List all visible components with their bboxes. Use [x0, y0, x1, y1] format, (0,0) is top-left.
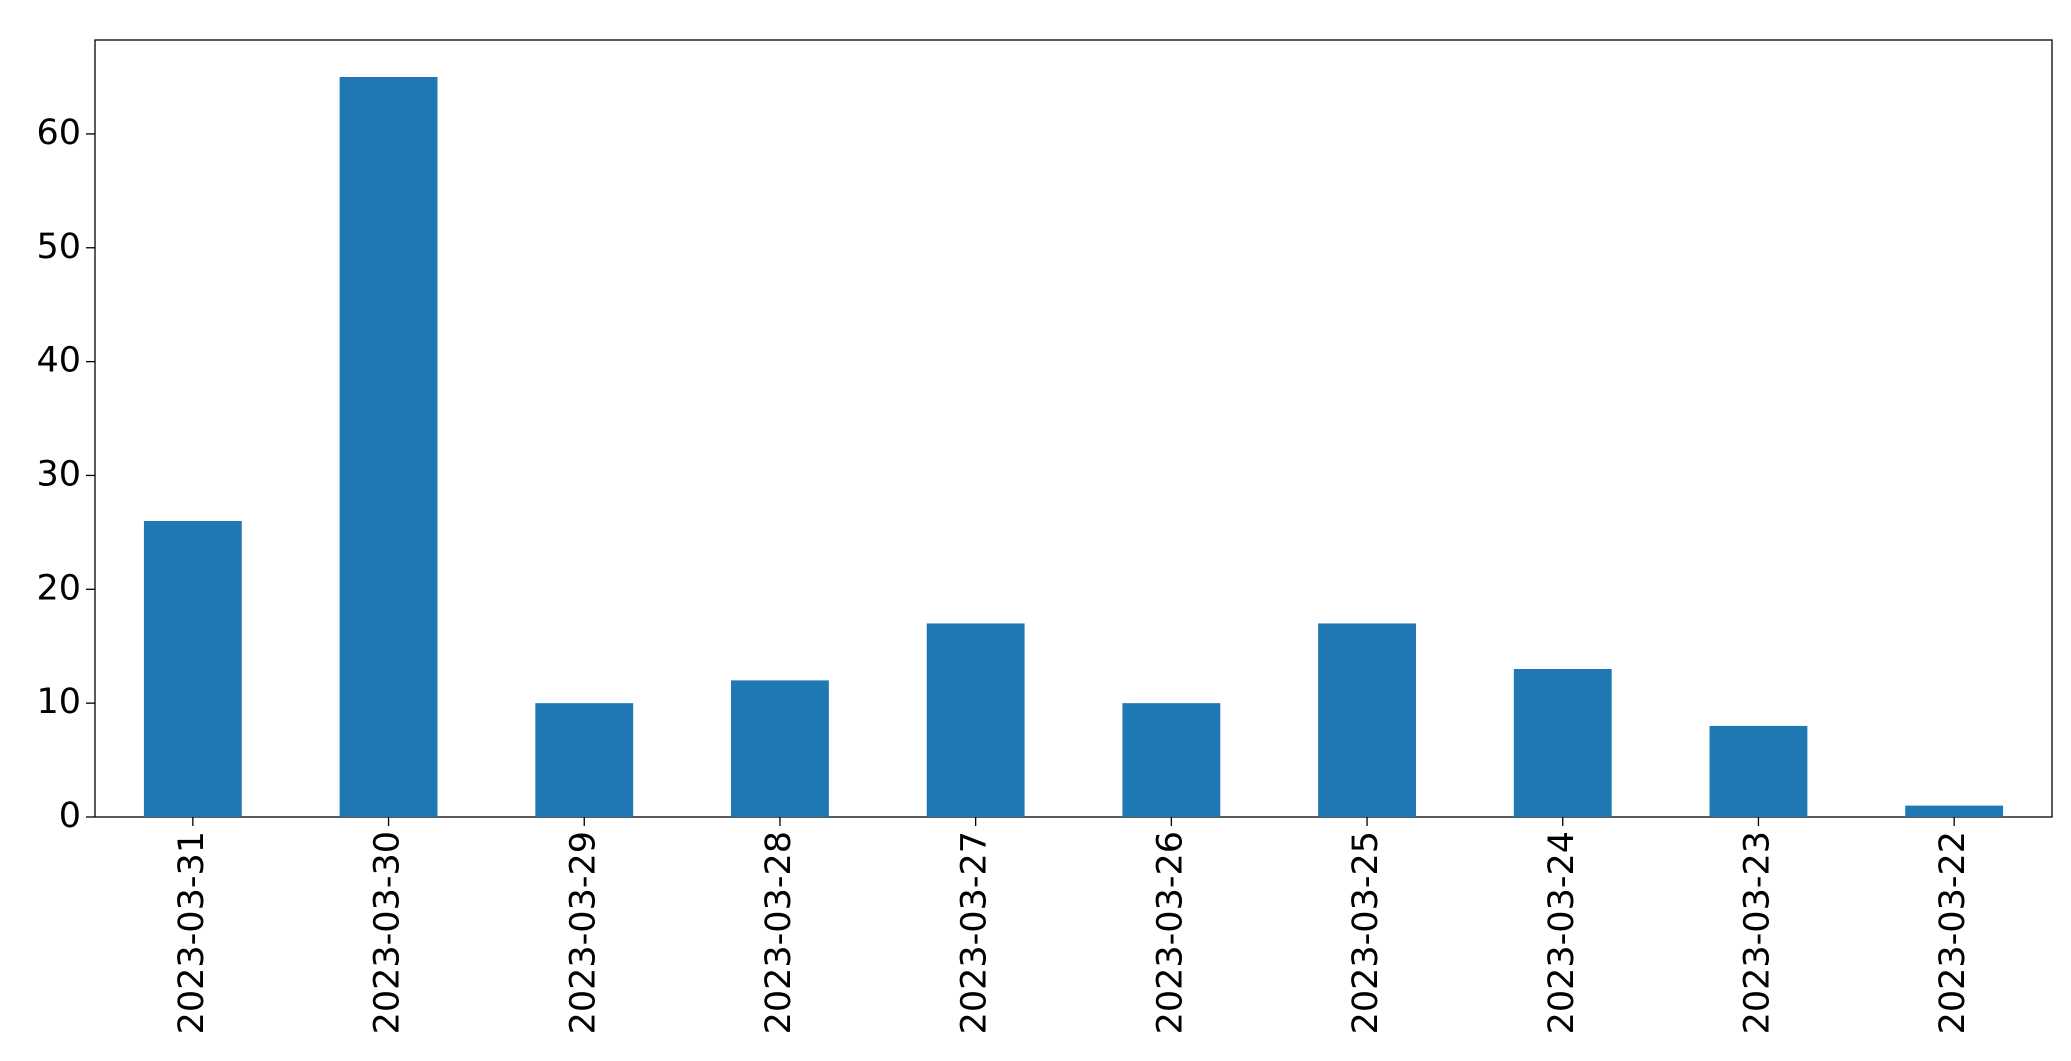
x-tick-label: 2023-03-28	[759, 831, 799, 1034]
bar	[1513, 669, 1612, 817]
x-tick-label: 2023-03-31	[172, 831, 212, 1034]
y-tick-label: 60	[36, 113, 81, 153]
bar	[1905, 805, 2004, 817]
y-tick-label: 50	[36, 227, 81, 267]
y-tick-label: 30	[36, 454, 81, 494]
x-tick-label: 2023-03-24	[1542, 831, 1582, 1034]
bar	[535, 703, 634, 817]
x-tick-label: 2023-03-29	[563, 831, 603, 1034]
y-tick-label: 0	[59, 796, 81, 836]
plot-frame	[94, 39, 2053, 818]
bar	[926, 623, 1025, 817]
bar	[339, 77, 438, 817]
x-tick-label: 2023-03-27	[955, 831, 995, 1034]
y-tick-label: 10	[36, 682, 81, 722]
x-tick-label: 2023-03-30	[368, 831, 408, 1034]
x-tick-label: 2023-03-23	[1737, 831, 1777, 1034]
y-tick-label: 40	[36, 341, 81, 381]
x-tick-label: 2023-03-26	[1150, 831, 1190, 1034]
bar	[731, 680, 829, 817]
x-tick-label: 2023-03-22	[1933, 831, 1973, 1034]
x-tick-label: 2023-03-25	[1346, 831, 1386, 1034]
bar	[1318, 623, 1416, 817]
bar	[1709, 725, 1808, 817]
y-tick-label: 20	[36, 568, 81, 608]
bar	[1122, 703, 1221, 817]
bar	[143, 521, 242, 817]
